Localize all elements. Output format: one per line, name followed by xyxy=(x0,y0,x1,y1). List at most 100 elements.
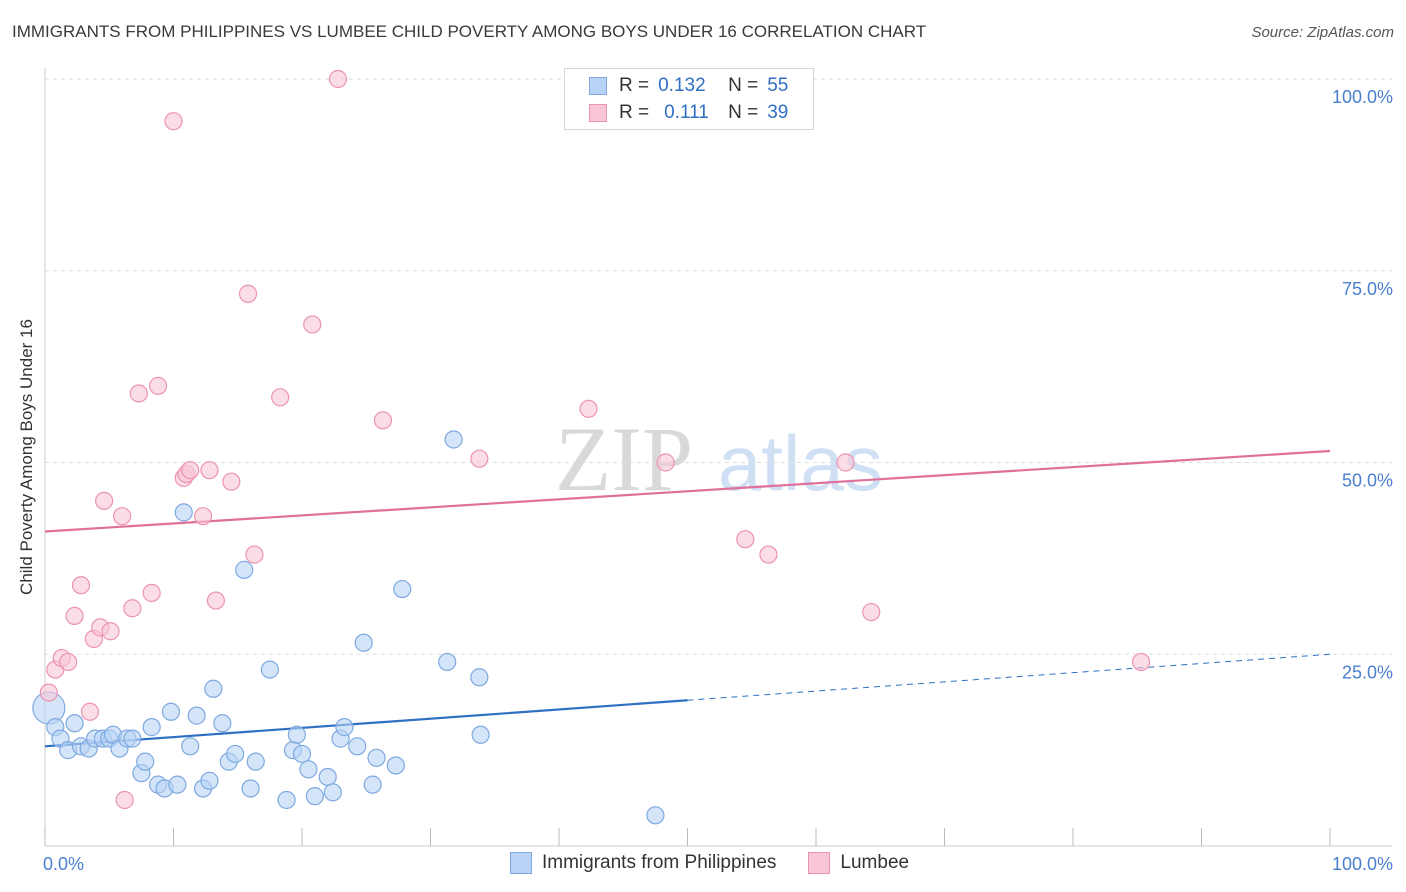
point-lumbee xyxy=(129,384,148,403)
trend-line-philippines-extension xyxy=(687,653,1331,701)
point-philippines xyxy=(161,702,181,721)
point-philippines xyxy=(277,790,296,810)
point-lumbee xyxy=(193,507,213,526)
source-label: Source: ZipAtlas.com xyxy=(1251,24,1394,41)
y-tick-label: 75.0% xyxy=(1342,279,1393,299)
legend-r-value: 0.132 xyxy=(658,75,706,96)
data-points xyxy=(32,69,1151,825)
point-philippines xyxy=(305,787,324,806)
y-tick-label: 25.0% xyxy=(1342,662,1393,682)
bottom-legend-label-philippines: Immigrants from Philippines xyxy=(542,852,777,873)
point-lumbee xyxy=(95,491,114,510)
trend-lines xyxy=(44,449,1331,748)
point-lumbee xyxy=(238,284,258,303)
point-philippines xyxy=(367,748,386,767)
legend-n-value: 39 xyxy=(767,102,789,123)
point-philippines xyxy=(386,756,405,775)
point-lumbee xyxy=(200,461,219,480)
point-philippines xyxy=(438,652,457,672)
point-philippines xyxy=(393,579,412,599)
bottom-legend-swatch-philippines xyxy=(510,852,532,874)
point-philippines xyxy=(136,752,155,771)
point-philippines xyxy=(444,430,463,449)
point-philippines xyxy=(335,718,354,737)
point-philippines xyxy=(235,560,254,579)
point-lumbee xyxy=(245,545,264,564)
point-philippines xyxy=(174,503,193,522)
point-philippines xyxy=(204,679,223,698)
legend-n-label: N = xyxy=(728,75,759,96)
tick-labels: 25.0% 50.0% 75.0% 100.0% 0.0% 100.0% xyxy=(43,87,1393,874)
point-lumbee xyxy=(579,399,598,418)
point-lumbee xyxy=(271,388,290,407)
point-philippines xyxy=(292,744,312,764)
point-philippines xyxy=(260,660,279,679)
y-tick-label: 100.0% xyxy=(1332,87,1393,107)
point-lumbee xyxy=(181,461,200,480)
point-lumbee xyxy=(39,683,58,702)
trend-line-lumbee xyxy=(44,449,1331,533)
point-lumbee xyxy=(206,591,226,610)
point-lumbee xyxy=(80,702,100,721)
chart-title: IMMIGRANTS FROM PHILIPPINES VS LUMBEE CH… xyxy=(12,22,927,41)
point-philippines xyxy=(354,633,373,652)
point-lumbee xyxy=(759,545,778,564)
point-philippines xyxy=(299,760,318,779)
point-philippines xyxy=(470,668,489,687)
legend-row-lumbee: R = 0.111 N = 39 xyxy=(589,101,788,125)
point-lumbee xyxy=(470,449,489,468)
legend-n-value: 55 xyxy=(767,75,789,96)
point-lumbee xyxy=(71,576,91,595)
point-philippines xyxy=(187,706,206,725)
point-lumbee xyxy=(115,790,134,810)
point-philippines xyxy=(287,725,306,744)
point-philippines xyxy=(246,752,265,771)
legend-swatch-lumbee xyxy=(589,104,607,122)
point-lumbee xyxy=(328,69,348,89)
point-lumbee xyxy=(164,112,183,131)
trend-line-philippines xyxy=(44,699,688,748)
point-philippines xyxy=(471,725,490,744)
point-lumbee xyxy=(736,530,755,549)
point-philippines xyxy=(226,744,245,764)
legend-n-label: N = xyxy=(728,102,759,123)
legend: R = 0.132 N = 55 R = 0.111 N = 39 xyxy=(564,68,814,130)
y-tick-label: 50.0% xyxy=(1342,471,1393,491)
legend-r-label: R = xyxy=(619,102,650,123)
point-lumbee xyxy=(862,602,881,622)
point-philippines xyxy=(646,806,665,825)
point-lumbee xyxy=(1132,652,1151,672)
legend-row-philippines: R = 0.132 N = 55 xyxy=(589,74,788,98)
point-philippines xyxy=(348,737,367,756)
bottom-legend-philippines: Immigrants from Philippines xyxy=(510,852,776,874)
point-lumbee xyxy=(142,583,161,602)
legend-swatch-philippines xyxy=(589,77,607,95)
x-tick-label: 0.0% xyxy=(43,854,84,874)
legend-r-label: R = xyxy=(619,75,650,96)
point-philippines xyxy=(200,771,219,790)
point-philippines xyxy=(65,714,84,733)
point-lumbee xyxy=(836,453,855,472)
point-lumbee xyxy=(59,652,78,672)
point-lumbee xyxy=(65,606,84,626)
bottom-legend-swatch-lumbee xyxy=(808,852,831,874)
bottom-legend-lumbee: Lumbee xyxy=(808,852,909,874)
point-lumbee xyxy=(123,599,142,618)
point-philippines xyxy=(213,714,232,733)
point-philippines xyxy=(123,729,142,748)
point-lumbee xyxy=(148,376,168,395)
point-lumbee xyxy=(222,472,241,491)
legend-r-value: 0.111 xyxy=(664,102,709,123)
point-philippines xyxy=(318,767,337,787)
point-philippines xyxy=(181,737,200,756)
point-philippines xyxy=(168,775,187,794)
point-lumbee xyxy=(112,507,132,526)
x-tick-label: 100.0% xyxy=(1332,854,1393,874)
point-philippines xyxy=(142,718,161,737)
point-philippines xyxy=(363,775,382,794)
point-lumbee xyxy=(101,622,120,641)
point-lumbee xyxy=(303,315,322,334)
point-lumbee xyxy=(656,453,675,472)
bottom-legend: Immigrants from Philippines Lumbee xyxy=(510,852,941,874)
